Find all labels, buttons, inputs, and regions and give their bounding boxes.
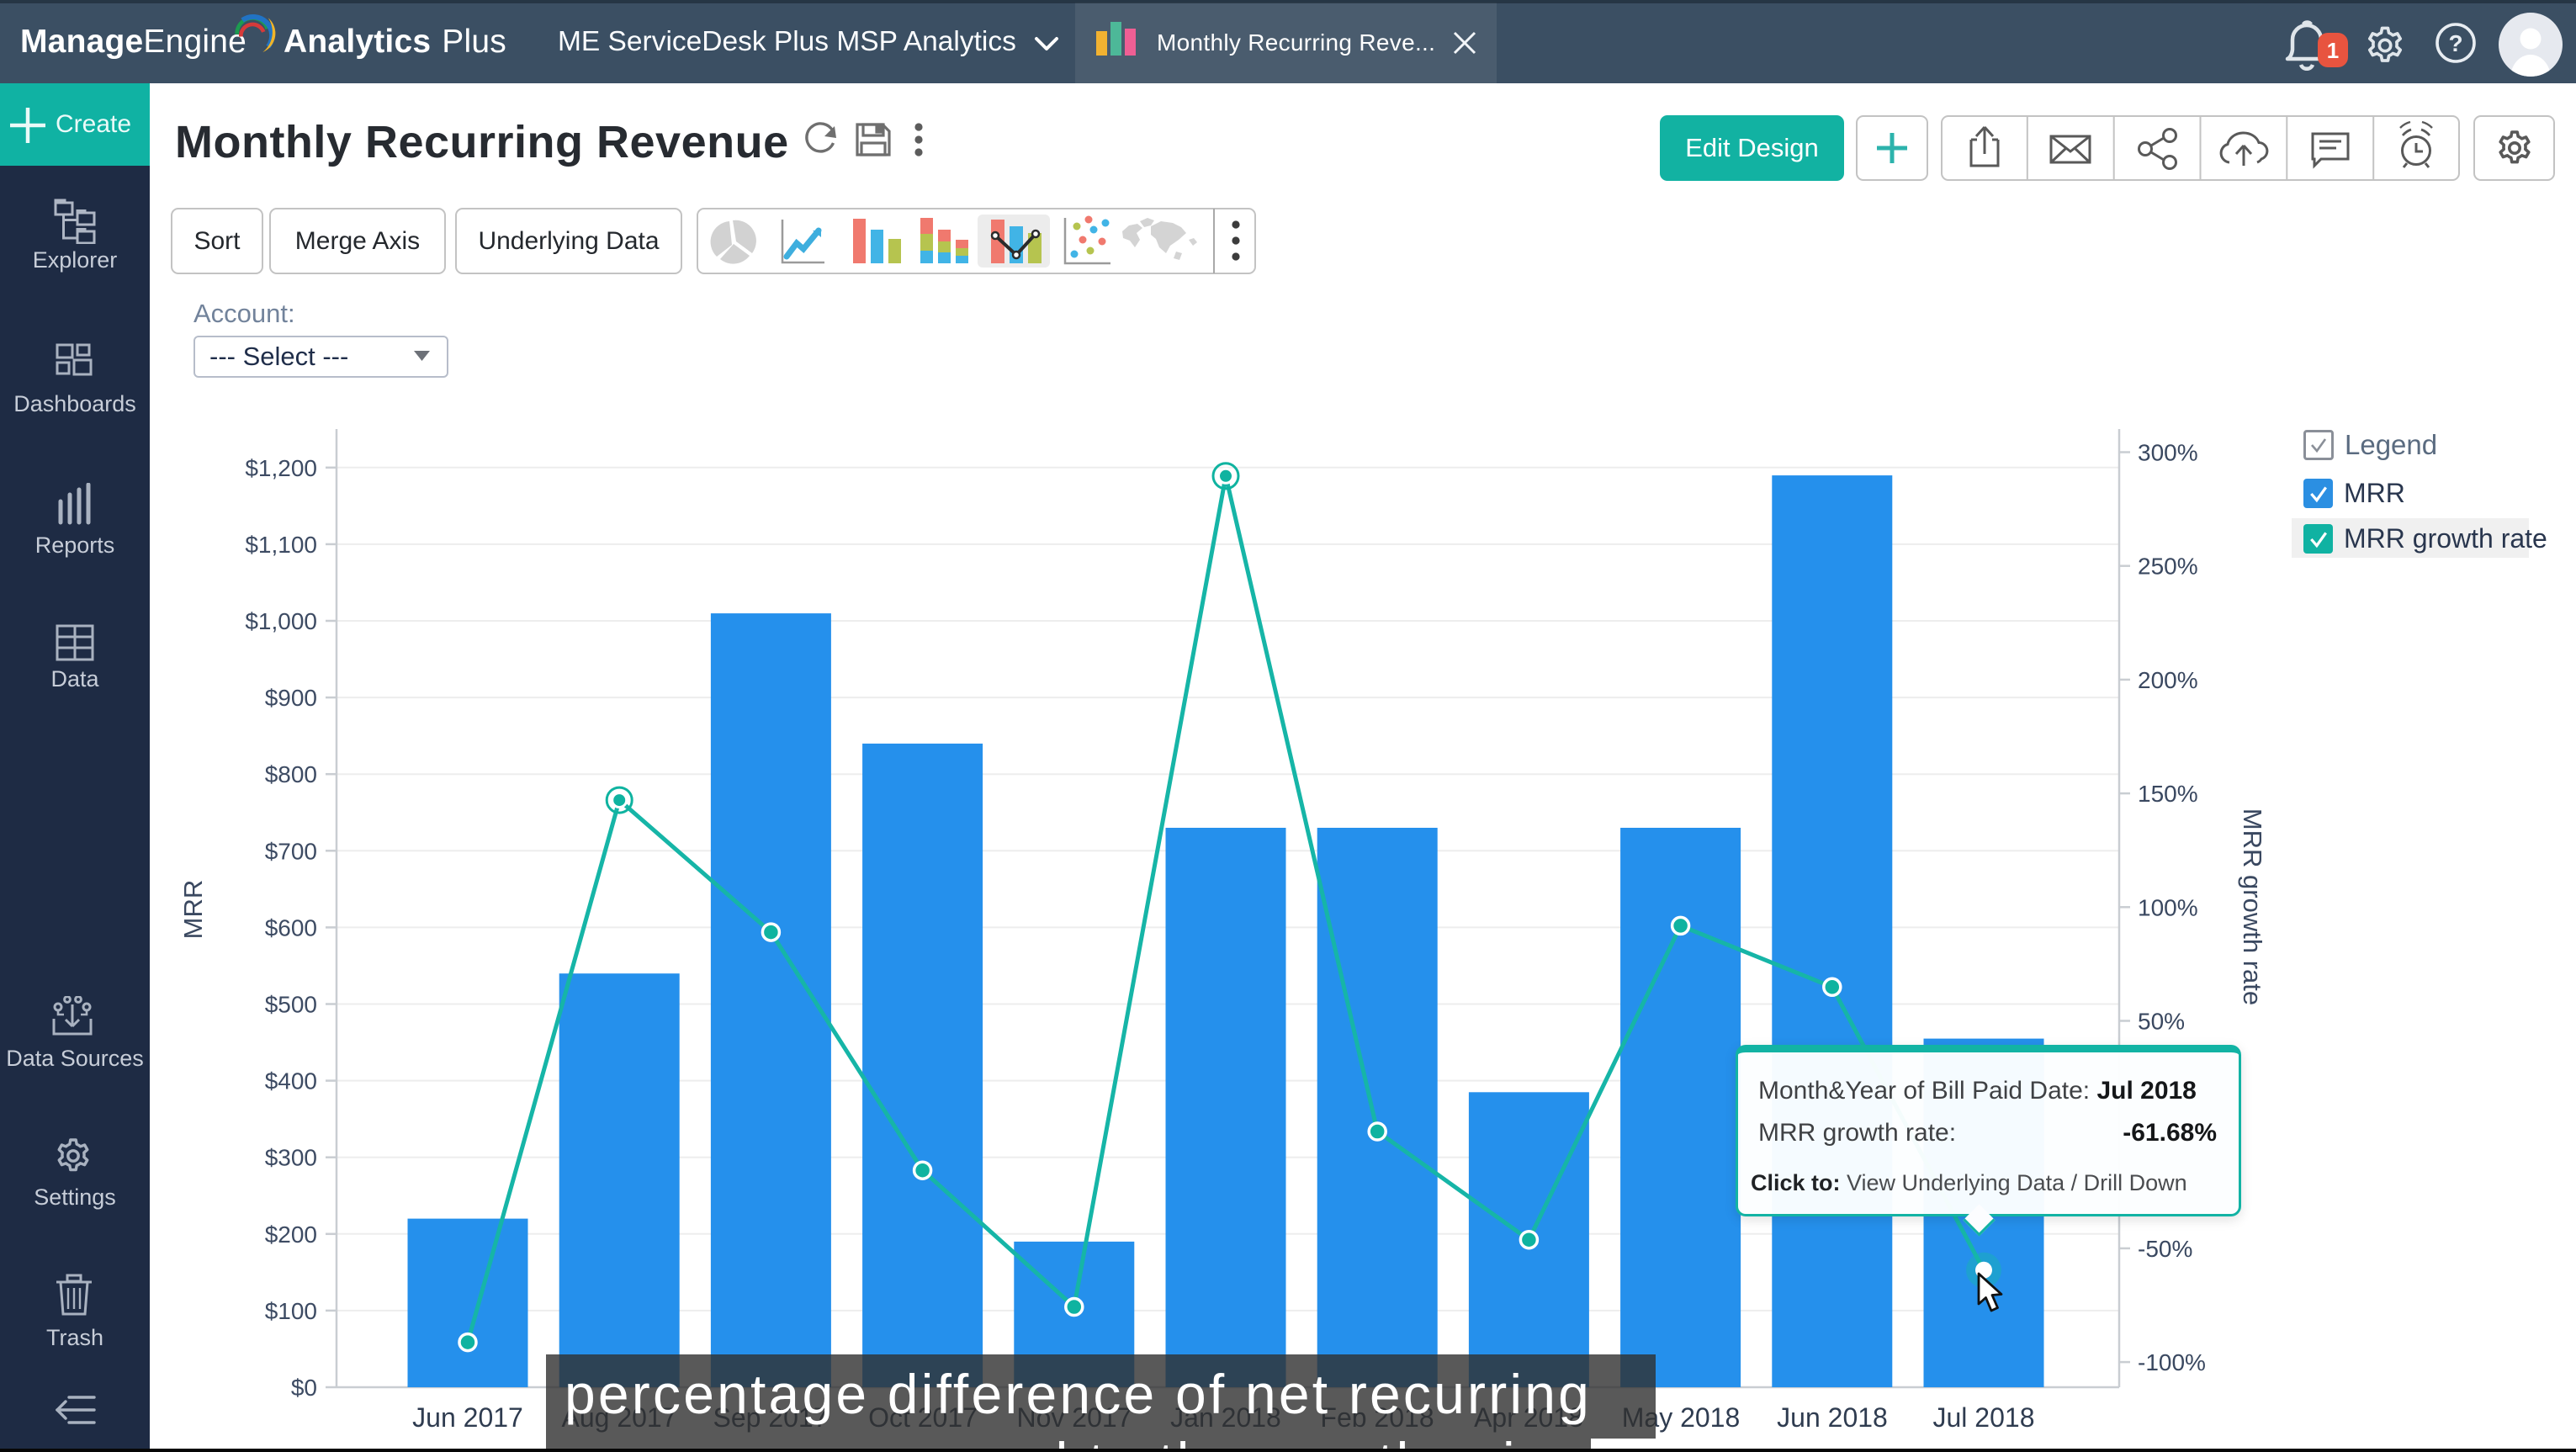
svg-text:$0: $0 (291, 1375, 317, 1401)
svg-text:Jun 2017: Jun 2017 (412, 1402, 523, 1433)
svg-text:$200: $200 (265, 1221, 317, 1248)
svg-text:300%: 300% (2138, 440, 2198, 466)
svg-text:-100%: -100% (2138, 1349, 2206, 1375)
svg-text:$400: $400 (265, 1068, 317, 1094)
svg-text:$500: $500 (265, 992, 317, 1018)
svg-text:200%: 200% (2138, 667, 2198, 693)
svg-text:$300: $300 (265, 1145, 317, 1171)
svg-text:$1,200: $1,200 (245, 455, 317, 481)
svg-text:250%: 250% (2138, 554, 2198, 580)
svg-text:1: 1 (2327, 38, 2339, 63)
svg-text:$1,000: $1,000 (245, 608, 317, 634)
svg-text:50%: 50% (2138, 1009, 2185, 1035)
svg-text:MRR: MRR (178, 880, 208, 940)
svg-text:$700: $700 (265, 838, 317, 864)
svg-text:$100: $100 (265, 1298, 317, 1324)
svg-text:$1,100: $1,100 (245, 532, 317, 558)
svg-text:MRR growth rate: MRR growth rate (2238, 808, 2267, 1005)
svg-text:$600: $600 (265, 914, 317, 941)
svg-text:Jun 2018: Jun 2018 (1777, 1402, 1888, 1433)
svg-text:$900: $900 (265, 685, 317, 711)
svg-text:Jul 2018: Jul 2018 (1933, 1402, 2035, 1433)
svg-text:$800: $800 (265, 761, 317, 787)
svg-text:150%: 150% (2138, 781, 2198, 807)
svg-text:100%: 100% (2138, 894, 2198, 920)
svg-text:-50%: -50% (2138, 1236, 2192, 1262)
svg-text:?: ? (2448, 30, 2462, 56)
